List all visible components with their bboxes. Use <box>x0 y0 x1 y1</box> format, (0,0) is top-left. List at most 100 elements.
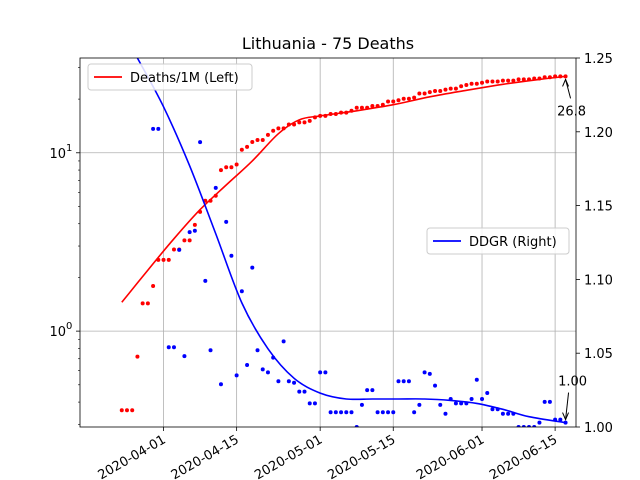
data-point-deaths <box>406 96 411 101</box>
data-point-deaths <box>218 168 223 173</box>
data-point-deaths <box>161 257 166 262</box>
data-point-deaths <box>239 147 244 152</box>
data-point-ddgr <box>495 407 500 412</box>
data-point-deaths <box>469 81 474 86</box>
data-point-ddgr <box>271 355 276 360</box>
data-point-ddgr <box>438 402 443 407</box>
data-point-deaths <box>135 354 140 359</box>
data-point-deaths <box>119 408 124 413</box>
data-point-deaths <box>417 91 422 96</box>
data-point-deaths <box>506 78 511 83</box>
data-point-ddgr <box>224 219 229 224</box>
data-point-deaths <box>391 99 396 104</box>
data-point-ddgr <box>187 230 192 235</box>
data-point-ddgr <box>412 410 417 415</box>
data-point-ddgr <box>453 401 458 406</box>
annotation-arrow-line <box>565 392 570 420</box>
data-point-ddgr <box>406 379 411 384</box>
data-point-ddgr <box>276 379 281 384</box>
data-point-ddgr <box>500 411 505 416</box>
data-point-deaths <box>427 90 432 95</box>
data-point-ddgr <box>485 391 490 396</box>
data-point-ddgr <box>239 289 244 294</box>
data-point-ddgr <box>203 278 208 283</box>
data-point-ddgr <box>229 253 234 258</box>
data-point-deaths <box>438 89 443 94</box>
data-point-deaths <box>166 257 171 262</box>
data-point-deaths <box>380 102 385 107</box>
data-point-deaths <box>527 77 532 82</box>
chart-title: Lithuania - 75 Deaths <box>242 34 414 53</box>
data-point-deaths <box>198 209 203 214</box>
data-point-deaths <box>255 137 260 142</box>
legend-ddgr: DDGR (Right) <box>426 227 570 255</box>
data-point-ddgr <box>281 339 286 344</box>
series-line-ddgr <box>136 58 566 424</box>
data-point-deaths <box>558 74 563 79</box>
data-point-deaths <box>271 128 276 133</box>
data-point-deaths <box>500 78 505 83</box>
data-point-deaths <box>495 79 500 84</box>
data-point-deaths <box>344 110 349 115</box>
data-point-ddgr <box>171 345 176 350</box>
data-point-ddgr <box>208 348 213 353</box>
data-point-ddgr <box>537 420 542 425</box>
data-point-deaths <box>386 99 391 104</box>
data-point-ddgr <box>344 410 349 415</box>
data-point-deaths <box>333 111 338 116</box>
data-point-deaths <box>145 301 150 306</box>
data-point-ddgr <box>443 411 448 416</box>
data-point-deaths <box>312 115 317 120</box>
data-point-deaths <box>151 284 156 289</box>
data-point-deaths <box>130 408 135 413</box>
data-point-deaths <box>307 118 312 123</box>
data-point-ddgr <box>166 345 171 350</box>
data-point-deaths <box>359 105 364 110</box>
y-right-tick-label: 1.25 <box>584 52 613 67</box>
data-point-deaths <box>156 257 161 262</box>
data-point-deaths <box>140 301 145 306</box>
data-point-deaths <box>542 75 547 80</box>
series-line-deaths <box>121 75 566 303</box>
data-point-ddgr <box>490 407 495 412</box>
data-point-deaths <box>192 222 197 227</box>
data-point-deaths <box>229 165 234 170</box>
data-point-ddgr <box>370 388 375 393</box>
data-point-ddgr <box>506 411 511 416</box>
data-point-deaths <box>480 80 485 85</box>
data-point-deaths <box>250 139 255 144</box>
data-point-deaths <box>182 238 187 243</box>
data-point-deaths <box>401 96 406 101</box>
data-point-ddgr <box>542 399 547 404</box>
y-right-tick-label: 1.10 <box>584 273 613 288</box>
data-point-ddgr <box>354 425 359 427</box>
data-point-ddgr <box>213 185 218 190</box>
axes-frame <box>79 57 577 428</box>
data-point-deaths <box>260 137 265 142</box>
annotation-ddgr: 1.00 <box>558 375 587 390</box>
data-point-deaths <box>532 76 537 81</box>
data-point-deaths <box>412 95 417 100</box>
data-point-ddgr <box>427 371 432 376</box>
data-point-ddgr <box>521 425 526 427</box>
data-point-ddgr <box>527 425 532 427</box>
data-point-ddgr <box>516 425 521 427</box>
data-point-deaths <box>286 122 291 127</box>
data-point-ddgr <box>265 370 270 375</box>
data-point-deaths <box>547 75 552 80</box>
data-point-ddgr <box>297 389 302 394</box>
data-point-deaths <box>208 198 213 203</box>
data-point-deaths <box>328 111 333 116</box>
data-point-ddgr <box>375 410 380 415</box>
plot-area <box>119 58 568 427</box>
annotation-deaths: 26.8 <box>557 104 586 119</box>
data-point-deaths <box>213 193 218 198</box>
data-point-ddgr <box>307 401 312 406</box>
data-point-ddgr <box>349 410 354 415</box>
data-point-deaths <box>224 165 229 170</box>
data-point-ddgr <box>380 410 385 415</box>
data-point-ddgr <box>260 367 265 372</box>
data-point-deaths <box>292 122 297 127</box>
data-point-ddgr <box>286 379 291 384</box>
